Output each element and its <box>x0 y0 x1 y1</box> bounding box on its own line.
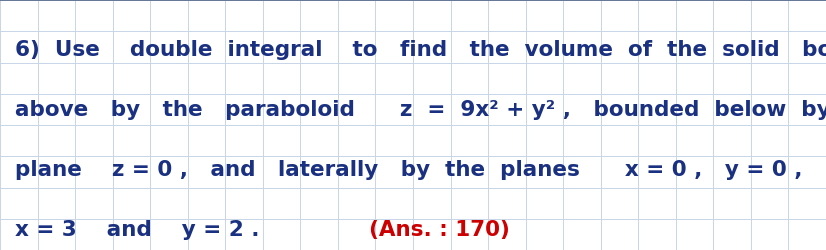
Text: (Ans. : 170): (Ans. : 170) <box>369 220 510 240</box>
Text: 6)  Use    double  integral    to   find   the  volume  of  the  solid   bounded: 6) Use double integral to find the volum… <box>15 40 826 60</box>
Text: plane    z = 0 ,   and   laterally   by  the  planes      x = 0 ,   y = 0 ,: plane z = 0 , and laterally by the plane… <box>15 160 802 180</box>
Text: above   by   the   paraboloid      z  =  9x² + y² ,   bounded  below  by  the: above by the paraboloid z = 9x² + y² , b… <box>15 100 826 120</box>
Text: x = 3    and    y = 2 .: x = 3 and y = 2 . <box>15 220 289 240</box>
